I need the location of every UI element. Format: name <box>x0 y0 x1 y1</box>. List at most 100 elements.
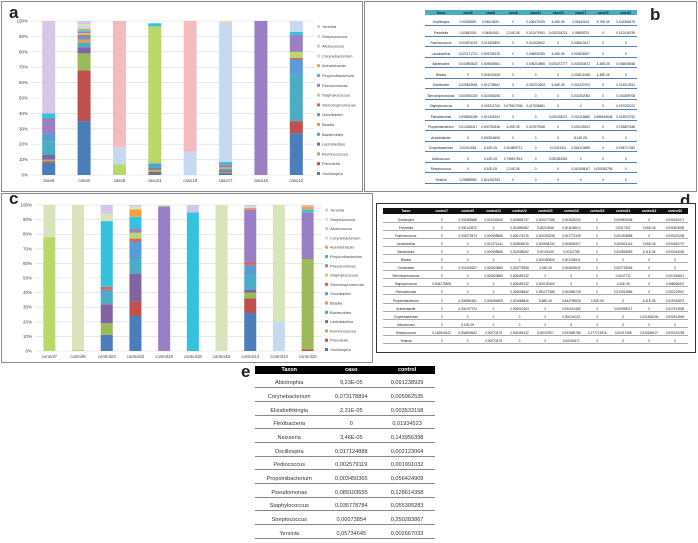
value-cell: 0 <box>501 67 525 79</box>
value-cell: 0,011526922 <box>524 36 547 47</box>
bar-segment-stenotrophomonas <box>77 34 91 37</box>
bar-segment-acinetobacter <box>77 28 91 31</box>
column-header: caso16 <box>591 10 615 15</box>
table-row: Neisseria 3,46E-05 0,143956398 <box>255 428 435 443</box>
panel-label-b: b <box>650 5 661 24</box>
taxon-cell: Oscillospira <box>383 214 429 223</box>
value-cell: 0,005807648 <box>614 120 637 131</box>
taxon-cell: Oscillospira <box>255 442 324 457</box>
value-cell: 0 <box>584 286 611 296</box>
value-cell: 0,417635561 <box>524 99 547 110</box>
value-cell: 0 <box>428 319 455 328</box>
value-cell: 0 <box>636 319 663 328</box>
bar-segment-yersinia <box>129 205 142 207</box>
bar-segment-streptococcus <box>100 213 113 222</box>
value-cell: 6,10E-05 <box>479 141 502 152</box>
taxon-cell: Acinetobacter <box>383 303 429 312</box>
bar-segment-pseudomonas <box>158 206 171 351</box>
bar-segment-staphylococcus <box>148 26 162 164</box>
column-header: caso6 <box>501 10 525 15</box>
bar-segment-oscillospira <box>100 334 113 351</box>
value-cell: 0,002123064 <box>379 442 435 457</box>
value-cell: 6,11E-05 <box>636 294 663 304</box>
taxon-cell: Lactobacillus <box>425 46 457 58</box>
value-cell: 0 <box>558 270 585 280</box>
bar-segment-bacteroides <box>42 141 56 155</box>
legend-label: Pseudomonas <box>330 263 356 268</box>
value-cell: 0,004240208 <box>479 67 502 79</box>
column-header: control7 <box>428 208 455 214</box>
value-cell: 0 <box>524 172 547 184</box>
value-cell: 0 <box>480 222 507 231</box>
value-cell: 0,00112785 <box>558 246 585 255</box>
table-row: Streptococcus 0,00073854 0,250283867 <box>255 510 435 526</box>
taxon-cell: Bacteroides <box>383 246 429 255</box>
value-cell: 0,201836206 <box>636 311 663 320</box>
value-cell: 0 <box>524 88 547 100</box>
value-cell: 0 <box>584 335 611 345</box>
value-cell: 4,38E-05 <box>591 67 615 79</box>
value-cell: 0 <box>454 254 481 264</box>
value-cell: 0 <box>614 36 637 47</box>
value-cell: 8,14E-05 <box>569 130 592 142</box>
value-cell: 0,0017302 <box>610 222 637 231</box>
legend-swatch <box>317 162 320 166</box>
value-cell: 0,00017498 <box>610 327 637 336</box>
value-cell: 0,798917615 <box>501 151 525 163</box>
value-cell: 0 <box>501 46 525 58</box>
table-row: Staphylococcus 0,035778784 0,055305283 <box>255 497 435 512</box>
legend-label: Propionibacterium <box>322 73 355 78</box>
bar-segment-yersinia <box>77 21 91 25</box>
value-cell: 0,006474025 <box>524 15 547 26</box>
panel-label-c: c <box>9 189 19 208</box>
value-cell: 0 <box>546 67 570 79</box>
table-row: Oscillospira 0 0,002489568 0,001433349 0,004… <box>383 214 688 223</box>
column-header: control5 <box>454 208 481 214</box>
taxon-cell: Ruminococcus <box>383 230 429 239</box>
value-cell: 0 <box>636 303 663 312</box>
value-cell: 0 <box>591 99 615 110</box>
taxon-cell: Stenotrophomonas <box>425 88 457 100</box>
value-cell: 0 <box>614 67 637 79</box>
table-row: Bacteroides 0,043993823 0,005505981 0 0,0052… <box>425 57 637 68</box>
bar-segment-oscillospira <box>148 173 162 175</box>
value-cell: 0,545123698 <box>569 141 592 152</box>
bar-segment-staphylococcus <box>112 164 126 175</box>
bar-segment-oscillospira <box>129 315 142 351</box>
value-cell: 0,325185127 <box>636 327 663 336</box>
value-cell: 0 <box>636 335 663 345</box>
value-cell: 0,005210865 <box>524 57 547 68</box>
legend-label: Prevotella <box>330 338 349 343</box>
legend-label: Stenotrophomonas <box>322 102 356 107</box>
value-cell: 0 <box>636 214 663 223</box>
taxon-cell: Pseudomonas <box>383 286 429 296</box>
bar-segment-streptococcus <box>158 205 171 207</box>
value-cell: 0,00842091 <box>456 25 480 37</box>
value-cell: 0 <box>501 78 525 89</box>
value-cell: 5,46E-05 <box>546 46 570 58</box>
bar-segment-streptococcus <box>215 205 228 351</box>
value-cell: 0,000510263 <box>506 303 533 312</box>
y-tick-label: 20% <box>23 319 32 324</box>
value-cell: 0 <box>546 162 570 173</box>
value-cell: 0,089103655 <box>323 483 380 498</box>
bar-segment-pseudomonas <box>301 212 314 260</box>
bar-segment-prevotella <box>289 121 303 134</box>
value-cell: 0,143956398 <box>379 428 435 443</box>
bar-segment-odoribacter <box>148 163 162 167</box>
value-cell: 0,002044006 <box>662 246 688 255</box>
taxon-cell: Stenotrophomonas <box>383 270 429 280</box>
value-cell: 0,28898989 <box>456 172 480 184</box>
value-cell: 0,000455132 <box>506 327 533 336</box>
value-cell: 0 <box>569 151 592 163</box>
table-row: Alloiococcus 0 5,10E-05 0 0 0 0 0 0 0 0 <box>383 319 688 328</box>
legend-swatch <box>325 310 328 314</box>
table-header-row: Taxon control7 control5 control23 control22 c… <box>383 208 688 214</box>
value-cell: 0 <box>584 270 611 280</box>
value-cell: 0 <box>524 109 547 121</box>
value-cell: 0,000805407 <box>558 238 585 247</box>
bar-segment-ruminococcus <box>244 292 257 299</box>
table-row: Blautia 0 0 0 0 0,000390506 0,001208411 0 0 0 0 <box>383 254 688 264</box>
value-cell: 0,001400627 <box>454 262 481 272</box>
value-cell: 0,001991032 <box>379 456 435 471</box>
